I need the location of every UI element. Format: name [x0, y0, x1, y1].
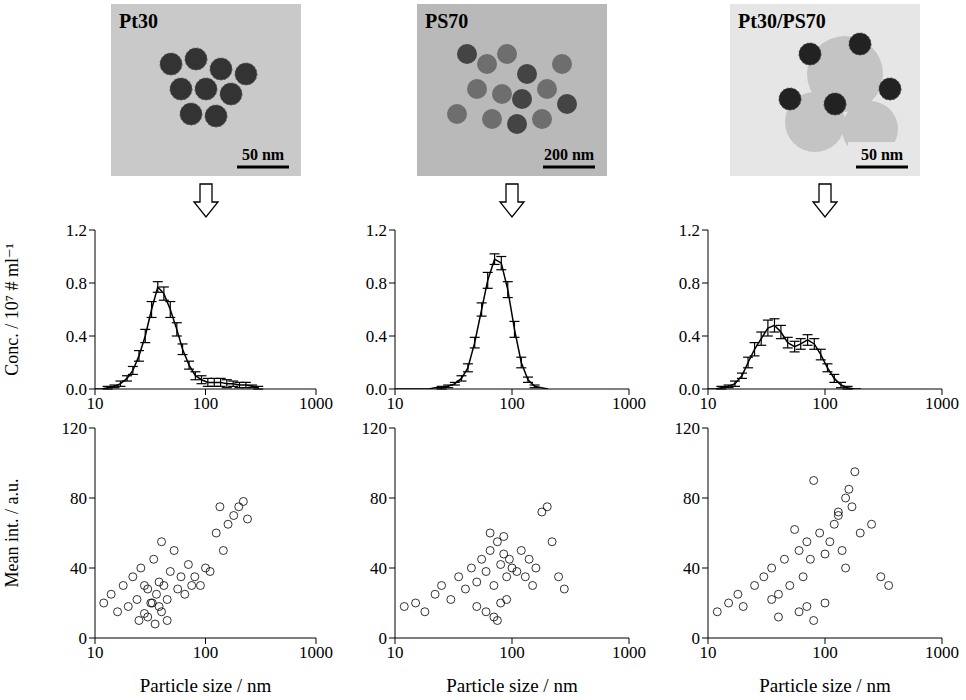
- svg-text:Conc. / 10⁷ # ml⁻¹: Conc. / 10⁷ # ml⁻¹: [2, 243, 22, 376]
- svg-text:Pt30: Pt30: [119, 10, 158, 32]
- svg-text:50 nm: 50 nm: [241, 146, 284, 163]
- svg-text:10: 10: [87, 394, 104, 413]
- svg-text:0.4: 0.4: [66, 327, 88, 346]
- svg-text:40: 40: [683, 559, 700, 578]
- svg-text:Particle size / nm: Particle size / nm: [759, 675, 891, 696]
- svg-text:50 nm: 50 nm: [861, 146, 904, 163]
- svg-text:0: 0: [692, 629, 701, 648]
- svg-text:100: 100: [499, 643, 525, 662]
- svg-text:Pt30/PS70: Pt30/PS70: [738, 10, 826, 32]
- svg-text:10: 10: [700, 643, 717, 662]
- svg-text:0: 0: [379, 629, 388, 648]
- svg-text:0.0: 0.0: [679, 380, 700, 399]
- svg-text:100: 100: [499, 394, 525, 413]
- svg-text:0.0: 0.0: [366, 380, 387, 399]
- svg-text:1000: 1000: [299, 643, 333, 662]
- svg-text:Particle size / nm: Particle size / nm: [140, 675, 272, 696]
- svg-text:10: 10: [700, 394, 717, 413]
- svg-text:1.2: 1.2: [66, 222, 87, 240]
- svg-text:40: 40: [370, 559, 387, 578]
- svg-text:0.4: 0.4: [679, 327, 701, 346]
- svg-text:1000: 1000: [925, 643, 959, 662]
- svg-text:100: 100: [193, 394, 219, 413]
- svg-text:100: 100: [812, 643, 838, 662]
- svg-text:0.0: 0.0: [66, 380, 87, 399]
- svg-text:0.8: 0.8: [66, 274, 87, 293]
- svg-text:40: 40: [70, 559, 87, 578]
- svg-text:0.4: 0.4: [366, 327, 388, 346]
- svg-text:1000: 1000: [612, 643, 646, 662]
- svg-text:10: 10: [87, 643, 104, 662]
- svg-text:1.2: 1.2: [679, 222, 700, 240]
- svg-text:10: 10: [387, 394, 404, 413]
- svg-text:120: 120: [362, 419, 388, 438]
- svg-text:200 nm: 200 nm: [544, 146, 595, 163]
- svg-text:0.8: 0.8: [366, 274, 387, 293]
- svg-text:80: 80: [683, 489, 700, 508]
- svg-text:0.8: 0.8: [679, 274, 700, 293]
- svg-text:120: 120: [62, 419, 88, 438]
- svg-text:80: 80: [70, 489, 87, 508]
- svg-text:Particle size / nm: Particle size / nm: [446, 675, 578, 696]
- svg-text:PS70: PS70: [425, 10, 468, 32]
- svg-text:0: 0: [79, 629, 88, 648]
- svg-text:1.2: 1.2: [366, 222, 387, 240]
- svg-text:100: 100: [812, 394, 838, 413]
- svg-text:100: 100: [193, 643, 219, 662]
- svg-text:120: 120: [675, 419, 701, 438]
- svg-text:1000: 1000: [612, 394, 646, 413]
- svg-text:10: 10: [387, 643, 404, 662]
- svg-text:1000: 1000: [925, 394, 959, 413]
- svg-text:80: 80: [370, 489, 387, 508]
- svg-text:Mean int. / a.u.: Mean int. / a.u.: [2, 479, 22, 588]
- svg-text:1000: 1000: [299, 394, 333, 413]
